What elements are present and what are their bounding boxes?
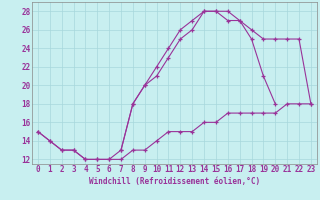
X-axis label: Windchill (Refroidissement éolien,°C): Windchill (Refroidissement éolien,°C) (89, 177, 260, 186)
